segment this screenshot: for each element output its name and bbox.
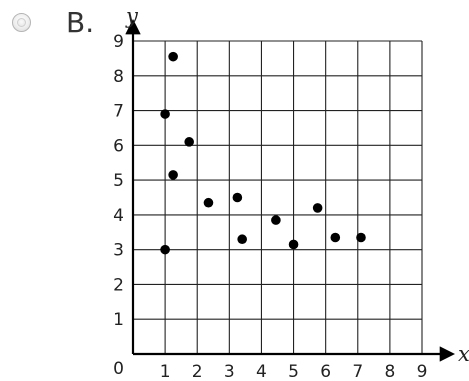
x-tick-label: 8 (384, 362, 395, 381)
x-tick-label: 4 (256, 362, 267, 381)
x-tick-label: 7 (352, 362, 363, 381)
x-tick-label: 5 (288, 362, 299, 381)
data-point (160, 244, 170, 255)
data-point (330, 232, 341, 243)
data-point (168, 170, 178, 180)
x-tick-label: 2 (192, 362, 203, 381)
grid (133, 40, 423, 354)
x-tick-label: 9 (417, 362, 428, 381)
x-tick-label: 3 (224, 362, 235, 381)
radio-button[interactable] (12, 13, 31, 32)
x-tick-label: 6 (320, 362, 331, 381)
data-points (160, 51, 366, 255)
tick-labels: 1 2 3 4 5 6 7 8 9 1 2 3 4 5 6 7 8 9 (113, 32, 427, 381)
data-point (312, 203, 323, 213)
data-point (237, 234, 247, 245)
data-point (203, 197, 214, 208)
x-axis-title: x (458, 342, 469, 366)
data-point (288, 239, 299, 250)
y-tick-label: 4 (113, 206, 124, 226)
data-point (232, 192, 243, 203)
y-tick-label: 8 (113, 67, 124, 87)
y-tick-label: 5 (113, 171, 124, 191)
data-point (271, 215, 281, 225)
y-tick-label: 6 (113, 136, 124, 156)
data-point (184, 137, 194, 147)
x-tick-label: 1 (160, 362, 171, 381)
y-tick-label: 2 (113, 275, 124, 295)
data-point (160, 109, 170, 119)
y-tick-label: 9 (113, 32, 124, 52)
origin-label: 0 (113, 359, 124, 379)
y-tick-label: 1 (113, 310, 124, 330)
data-point (168, 51, 178, 62)
y-tick-label: 7 (113, 102, 124, 122)
option-letter: B. (66, 6, 95, 39)
y-axis-title: y (125, 4, 139, 28)
axes (125, 18, 456, 362)
y-tick-label: 3 (113, 241, 124, 261)
data-point (356, 232, 366, 243)
